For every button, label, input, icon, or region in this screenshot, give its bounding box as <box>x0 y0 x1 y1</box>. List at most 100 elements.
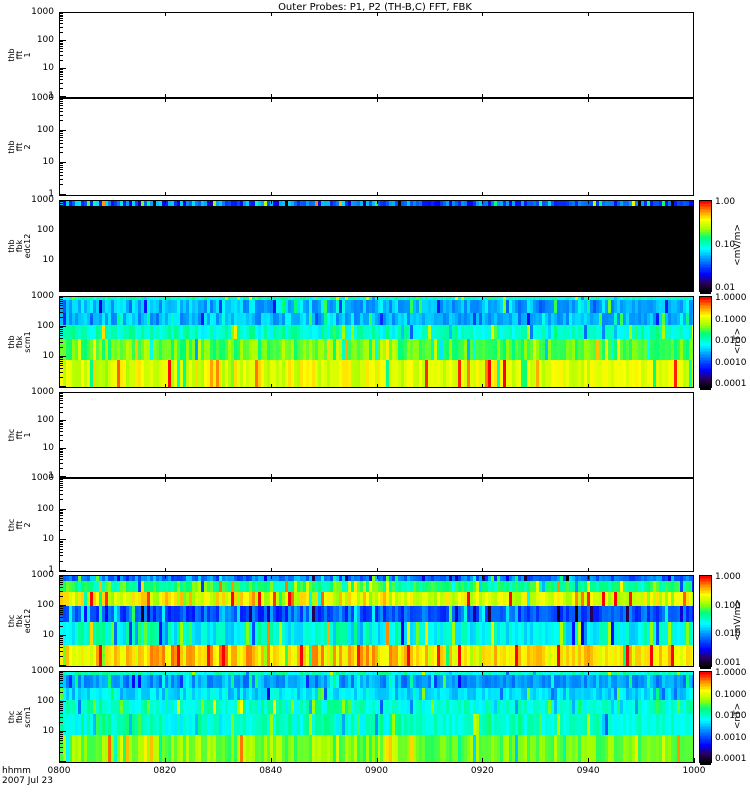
x-tick-label: 0900 <box>365 766 388 776</box>
y-tick-minor <box>59 69 63 71</box>
colorbar-segment <box>700 676 711 679</box>
colorbar-segment <box>700 635 711 639</box>
y-tick-minor <box>59 393 63 395</box>
colorbar-segment <box>700 626 711 629</box>
x-tick-minor <box>164 478 166 482</box>
x-tick-major <box>59 758 60 763</box>
y-tick-minor <box>59 606 63 608</box>
y-tick-minor <box>59 579 63 581</box>
x-tick-minor <box>164 392 166 396</box>
panel-thb-fbk-scm1 <box>59 296 694 388</box>
y-tick-minor <box>59 262 63 264</box>
y-tick-minor <box>59 515 63 517</box>
y-tick-label: 1000 <box>31 7 54 17</box>
spectrogram-band <box>60 324 693 339</box>
colorbar-segment <box>700 256 711 259</box>
x-tick-minor <box>588 288 590 292</box>
colorbar-segment <box>700 599 711 602</box>
colorbar-title: <mV/m> <box>733 599 743 641</box>
colorbar-segment <box>700 652 711 655</box>
colorbar-segment <box>700 585 711 588</box>
y-tick-minor <box>59 166 63 168</box>
x-tick-minor <box>376 568 378 572</box>
colorbar-segment <box>700 698 711 701</box>
y-tick-major <box>59 665 66 666</box>
y-tick-minor <box>59 357 63 359</box>
colorbar-segment <box>700 658 711 662</box>
colorbar-segment <box>700 283 711 287</box>
x-tick-minor <box>164 200 166 204</box>
colorbar-segment <box>700 384 711 387</box>
colorbar-segment <box>700 359 711 363</box>
y-tick-minor <box>59 555 63 557</box>
y-tick-minor <box>59 236 63 238</box>
colorbar-segment <box>700 681 711 684</box>
y-tick-minor <box>59 530 63 532</box>
y-tick-minor <box>59 42 63 44</box>
x-tick-minor <box>482 671 484 675</box>
colorbar-tick-label: 0.0010 <box>715 357 747 368</box>
x-tick-minor <box>376 474 378 478</box>
x-tick-minor <box>164 568 166 572</box>
colorbar-segment <box>700 620 711 623</box>
colorbar-segment <box>700 263 711 267</box>
y-tick-label: 10 <box>42 443 54 453</box>
y-tick-minor <box>59 560 63 562</box>
y-tick-label: 100 <box>36 225 54 235</box>
colorbar-segment <box>700 655 711 659</box>
x-tick-minor <box>270 575 272 579</box>
panel-thc-fft-1 <box>59 392 694 478</box>
y-tick-major <box>59 476 66 477</box>
y-tick-minor <box>59 139 63 141</box>
colorbar-segment <box>700 582 711 585</box>
y-tick-label: 100 <box>36 125 54 135</box>
x-tick-minor <box>376 671 378 675</box>
y-tick-minor <box>59 439 63 441</box>
y-tick-major <box>59 296 66 297</box>
y-tick-label: 1 <box>48 471 54 481</box>
y-tick-minor <box>59 459 63 461</box>
colorbar-segment <box>700 225 711 228</box>
y-tick-minor <box>59 142 63 144</box>
x-tick-minor <box>588 663 590 667</box>
colorbar-segment <box>700 725 711 728</box>
x-axis-name-units: hhmm <box>2 766 31 776</box>
spectrogram-band <box>60 674 693 688</box>
y-tick-minor <box>59 499 63 501</box>
y-tick-minor <box>59 234 63 236</box>
y-tick-label: 1000 <box>31 570 54 580</box>
colorbar-segment <box>700 381 711 384</box>
colorbar-segment <box>700 364 711 367</box>
y-tick-minor <box>59 616 63 618</box>
spectrogram-band <box>60 606 693 622</box>
colorbar-segment <box>700 648 711 651</box>
colorbar-segment <box>700 760 711 764</box>
y-tick-minor <box>59 511 63 513</box>
colorbar-segment <box>700 344 711 347</box>
colorbar-segment <box>700 728 711 732</box>
x-tick-minor <box>588 759 590 763</box>
y-tick-minor <box>59 316 63 318</box>
y-tick-minor <box>59 131 63 133</box>
colorbar-segment <box>700 355 711 358</box>
spectrogram-thc-fbk-scm1 <box>60 672 693 762</box>
panel-thc-fbk-edc12 <box>59 575 694 667</box>
figure-title: Outer Probes: P1, P2 (TH-B,C) FFT, FBK <box>278 2 472 13</box>
spectrogram-band <box>60 645 693 666</box>
panel-label-line: scm1 <box>23 331 32 353</box>
colorbar-segment <box>700 615 711 619</box>
y-tick-minor <box>59 737 63 739</box>
colorbar-tick-label: 0.010 <box>715 629 741 640</box>
y-tick-label: 10 <box>42 157 54 167</box>
y-tick-minor <box>59 365 63 367</box>
colorbar-segment <box>700 369 711 372</box>
colorbar-segment <box>700 739 711 742</box>
panel-label-thc-fft-2: thc fft 2 <box>7 499 36 551</box>
panel-label-line: 1 <box>23 432 32 438</box>
colorbar-segment <box>700 276 711 279</box>
colorbar-segment <box>700 237 711 241</box>
colorbar-segment <box>700 211 711 215</box>
x-tick-minor <box>376 384 378 388</box>
colorbar-segment <box>700 589 711 593</box>
